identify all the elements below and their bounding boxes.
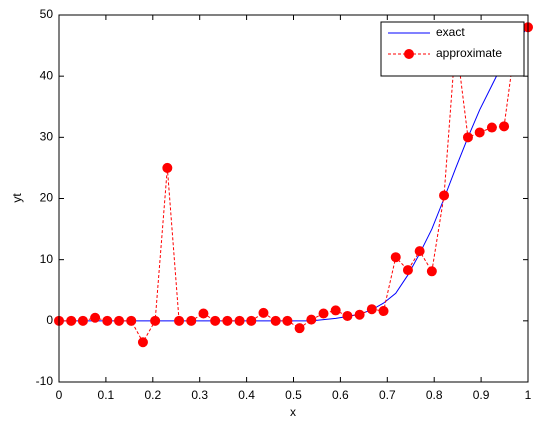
x-tick-label: 0.6 xyxy=(332,388,349,402)
data-point xyxy=(414,246,425,257)
data-point xyxy=(210,315,221,326)
data-point xyxy=(162,162,173,173)
data-point xyxy=(378,306,389,317)
data-point xyxy=(306,314,317,325)
legend-marker xyxy=(404,49,414,59)
x-tick-label: 0.4 xyxy=(238,388,255,402)
data-point xyxy=(330,305,341,316)
data-point xyxy=(426,266,437,277)
axes-box xyxy=(58,14,529,383)
legend-label: approximate xyxy=(436,46,502,60)
data-point xyxy=(270,315,281,326)
x-tick-label: 0.8 xyxy=(426,388,443,402)
data-point xyxy=(234,315,245,326)
y-tick-label: 20 xyxy=(40,191,54,205)
x-tick-label: 0.9 xyxy=(473,388,490,402)
data-point xyxy=(90,312,101,323)
data-point xyxy=(390,252,401,263)
legend-label: exact xyxy=(436,25,465,39)
x-tick-label: 0.2 xyxy=(144,388,161,402)
legend-box xyxy=(380,21,525,77)
x-tick-label: 0.7 xyxy=(379,388,396,402)
data-point xyxy=(114,315,125,326)
data-point xyxy=(77,315,88,326)
data-point xyxy=(439,190,450,201)
x-tick-label: 0.5 xyxy=(285,388,302,402)
data-point xyxy=(354,309,365,320)
data-point xyxy=(342,310,353,321)
data-point xyxy=(174,315,185,326)
data-point xyxy=(499,121,510,132)
data-point xyxy=(318,308,329,319)
data-point xyxy=(66,315,77,326)
y-tick-label: -10 xyxy=(36,374,54,388)
y-tick-label: 40 xyxy=(40,68,54,82)
data-point xyxy=(150,315,161,326)
data-point xyxy=(294,323,305,334)
data-point xyxy=(486,122,497,133)
y-tick-label: 0 xyxy=(46,313,53,327)
x-tick-label: 0.3 xyxy=(191,388,208,402)
series-line xyxy=(59,26,529,322)
x-tick-label: 0.1 xyxy=(98,388,115,402)
series-line xyxy=(59,26,529,344)
data-point xyxy=(462,132,473,143)
data-point xyxy=(474,127,485,138)
data-point xyxy=(246,315,257,326)
data-point xyxy=(102,315,113,326)
data-point xyxy=(402,265,413,276)
data-point xyxy=(222,315,233,326)
y-axis-label: yt xyxy=(10,193,24,203)
data-point xyxy=(126,315,137,326)
y-tick-label: 50 xyxy=(40,7,54,21)
data-point xyxy=(282,315,293,326)
data-point xyxy=(198,308,209,319)
data-point xyxy=(366,304,377,315)
y-tick-label: 10 xyxy=(40,252,54,266)
x-tick-label: 0 xyxy=(56,388,63,402)
legend: exact approximate xyxy=(380,21,525,77)
data-point xyxy=(258,307,269,318)
y-tick-label: 30 xyxy=(40,130,54,144)
x-tick-label: 1 xyxy=(525,388,532,402)
data-point xyxy=(137,337,148,348)
data-point xyxy=(186,315,197,326)
x-axis-label: x xyxy=(290,405,296,419)
